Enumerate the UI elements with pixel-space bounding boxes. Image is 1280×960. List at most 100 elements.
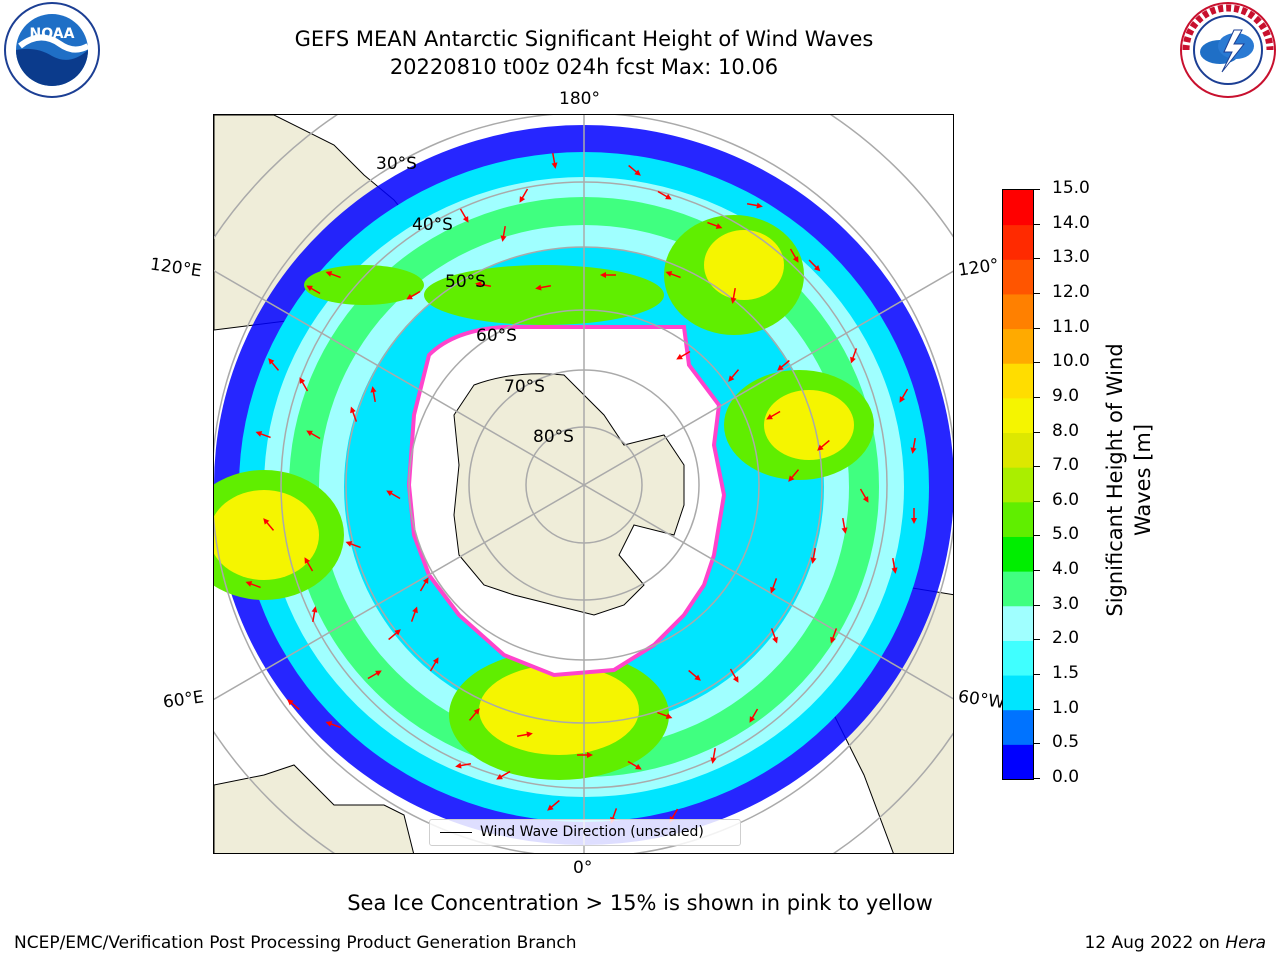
- graticule: [214, 115, 953, 853]
- wind-arrow: [777, 359, 790, 371]
- colorbar-tick-label: 3.0: [1052, 593, 1080, 614]
- colorbar-tick-label: 10.0: [1052, 351, 1090, 372]
- lat-label-30: 30°S: [376, 154, 417, 174]
- colorbar-label: Significant Height of Wind Waves [m]: [1100, 300, 1170, 660]
- map-panel: 30°S 40°S 50°S 60°S 70°S 80°S Wind Wave …: [213, 114, 954, 854]
- colorbar-band: [1003, 397, 1033, 434]
- wind-direction-arrows: [245, 152, 917, 824]
- wind-arrow: [268, 358, 280, 371]
- colorbar-band: [1003, 501, 1033, 537]
- wind-arrow: [370, 386, 377, 403]
- wind-arrow: [429, 657, 439, 672]
- wind-arrow: [516, 731, 533, 738]
- colorbar-tick-mark: [1034, 743, 1040, 745]
- wind-arrow: [519, 188, 529, 203]
- colorbar-band: [1003, 640, 1033, 676]
- wind-arrow: [547, 799, 560, 811]
- colorbar-band: [1003, 605, 1033, 641]
- colorbar-tick-mark: [1034, 708, 1040, 710]
- colorbar-tick-label: 1.5: [1052, 663, 1080, 684]
- wind-arrow: [627, 760, 642, 770]
- wind-arrow: [911, 508, 917, 524]
- colorbar-ticks: 0.0 0.5 1.0 1.5 2.0 3.0 4.0 5.0 6.0 7.0 8.0 9.0 10.0…: [1034, 178, 1094, 787]
- colorbar-tick-label: 14.0: [1052, 212, 1090, 233]
- wind-arrow: [577, 752, 593, 758]
- colorbar-tick-mark: [1034, 189, 1040, 190]
- colorbar-band: [1003, 328, 1033, 364]
- colorbar-tick-label: 0.5: [1052, 732, 1080, 753]
- colorbar-tick-mark: [1034, 778, 1040, 779]
- colorbar-band: [1003, 224, 1033, 260]
- colorbar: [1002, 189, 1034, 780]
- colorbar-tick-mark: [1034, 604, 1040, 606]
- lon-label-60w: 60°W: [956, 686, 1007, 714]
- wind-arrow: [500, 225, 507, 242]
- colorbar-tick-mark: [1034, 639, 1040, 641]
- wind-arrow: [468, 708, 480, 721]
- colorbar-tick-label: 4.0: [1052, 559, 1080, 580]
- wind-arrow: [367, 670, 382, 680]
- colorbar-tick-mark: [1034, 674, 1040, 676]
- wind-arrow: [496, 770, 511, 780]
- lon-label-0: 0°: [573, 858, 593, 878]
- sea-ice-note: Sea Ice Concentration > 15% is shown in …: [347, 891, 933, 915]
- wind-arrow: [419, 577, 429, 592]
- wind-arrow: [850, 348, 858, 364]
- wind-arrow: [245, 581, 261, 589]
- svg-text:NOAA: NOAA: [30, 26, 75, 42]
- colorbar-tick-label: 0.0: [1052, 767, 1080, 787]
- wind-arrow: [628, 164, 641, 176]
- colorbar-tick-mark: [1034, 327, 1040, 329]
- legend-line-sample: [440, 832, 472, 833]
- colorbar-tick-label: 12.0: [1052, 281, 1090, 302]
- credit-line: NCEP/EMC/Verification Post Processing Pr…: [14, 933, 577, 953]
- colorbar-tick-mark: [1034, 258, 1040, 260]
- lon-label-60e: 60°E: [161, 687, 206, 713]
- colorbar-band: [1003, 293, 1033, 330]
- colorbar-label-line2: Waves [m]: [1131, 424, 1155, 536]
- wind-arrow: [255, 431, 271, 439]
- wind-arrow: [789, 248, 799, 263]
- lat-label-70: 70°S: [504, 377, 545, 397]
- wind-arrow: [311, 606, 318, 623]
- wind-arrow: [551, 152, 558, 169]
- colorbar-band: [1003, 432, 1033, 468]
- wind-arrow: [306, 430, 321, 440]
- colorbar-tick-mark: [1034, 466, 1040, 468]
- colorbar-tick-label: 1.0: [1052, 697, 1080, 718]
- wind-arrow: [657, 711, 673, 719]
- wind-arrow: [817, 439, 830, 451]
- wind-arrow: [910, 437, 917, 454]
- colorbar-band: [1003, 536, 1033, 572]
- machine-name: Hera: [1225, 933, 1266, 953]
- lat-label-40: 40°S: [412, 215, 453, 235]
- colorbar-tick-label: 2.0: [1052, 628, 1080, 649]
- colorbar-tick-mark: [1034, 500, 1040, 502]
- colorbar-tick-label: 9.0: [1052, 385, 1080, 406]
- lon-label-180: 180°: [559, 89, 600, 109]
- colorbar-band: [1003, 675, 1033, 711]
- wind-arrow: [600, 272, 616, 278]
- colorbar-band: [1003, 259, 1033, 295]
- wind-arrow: [406, 290, 421, 300]
- colorbar-tick-label: 6.0: [1052, 489, 1080, 510]
- wind-arrow: [410, 606, 418, 622]
- colorbar-band: [1003, 363, 1033, 399]
- wind-arrow: [749, 708, 759, 723]
- wind-arrow: [350, 406, 358, 422]
- colorbar-band: [1003, 571, 1033, 607]
- nws-logo: [1176, 0, 1280, 100]
- legend-label: Wind Wave Direction (unscaled): [480, 824, 704, 840]
- wind-arrow: [728, 369, 740, 382]
- wind-arrow: [770, 628, 778, 644]
- land-africa: [214, 764, 415, 853]
- colorbar-tick-label: 7.0: [1052, 455, 1080, 476]
- wind-arrow: [455, 762, 472, 769]
- colorbar-band: [1003, 190, 1033, 226]
- date-text: 12 Aug 2022 on: [1084, 933, 1220, 953]
- wind-arrow: [891, 557, 898, 574]
- wind-arrow: [676, 350, 691, 360]
- colorbar-tick-label: 11.0: [1052, 316, 1090, 337]
- colorbar-band: [1003, 709, 1033, 745]
- wind-arrow: [665, 271, 681, 279]
